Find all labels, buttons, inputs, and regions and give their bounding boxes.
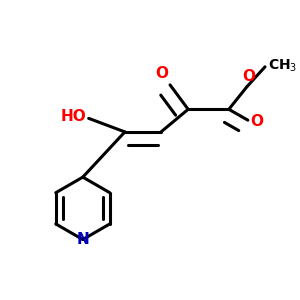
Text: N: N — [76, 232, 89, 247]
Text: O: O — [156, 66, 169, 81]
Text: CH$_3$: CH$_3$ — [268, 57, 297, 74]
Text: O: O — [242, 69, 255, 84]
Text: HO: HO — [60, 110, 86, 124]
Text: O: O — [250, 114, 263, 129]
